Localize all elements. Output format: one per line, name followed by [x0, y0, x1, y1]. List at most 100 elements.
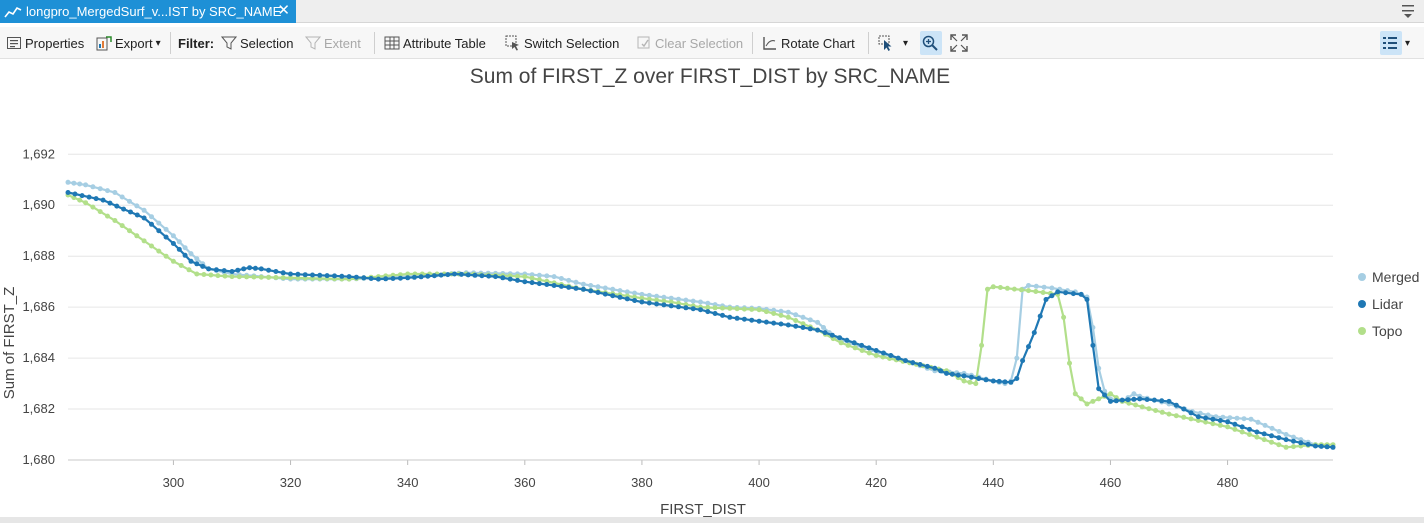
data-point[interactable] [339, 273, 345, 279]
data-point[interactable] [397, 272, 403, 278]
data-point[interactable] [438, 272, 444, 278]
properties-button[interactable]: Properties [6, 31, 84, 55]
data-point[interactable] [273, 269, 279, 274]
data-point[interactable] [1203, 419, 1209, 425]
data-point[interactable] [1276, 435, 1282, 441]
data-point[interactable] [222, 273, 228, 279]
data-point[interactable] [793, 318, 799, 323]
data-point[interactable] [97, 186, 103, 192]
data-point[interactable] [822, 330, 828, 336]
data-point[interactable] [1255, 419, 1261, 425]
data-point[interactable] [206, 266, 212, 272]
data-point[interactable] [266, 267, 272, 273]
data-point[interactable] [558, 283, 564, 289]
data-point[interactable] [465, 272, 471, 278]
data-point[interactable] [617, 294, 623, 300]
data-point[interactable] [112, 218, 118, 223]
data-point[interactable] [632, 290, 638, 296]
data-point[interactable] [1041, 284, 1047, 290]
data-point[interactable] [720, 312, 725, 318]
data-point[interactable] [1026, 288, 1031, 294]
data-point[interactable] [1133, 402, 1139, 408]
data-point[interactable] [235, 267, 241, 273]
data-point[interactable] [1276, 429, 1282, 434]
data-point[interactable] [1119, 397, 1125, 403]
data-point[interactable] [1225, 424, 1231, 430]
data-point[interactable] [65, 190, 71, 195]
data-point[interactable] [639, 295, 645, 301]
data-point[interactable] [852, 345, 858, 351]
data-point[interactable] [176, 246, 182, 252]
data-point[interactable] [1004, 285, 1010, 291]
data-point[interactable] [332, 273, 337, 279]
data-point[interactable] [188, 258, 194, 264]
filter-extent-button[interactable]: Extent [305, 31, 361, 55]
data-point[interactable] [851, 340, 857, 346]
data-point[interactable] [815, 327, 821, 333]
data-point[interactable] [529, 280, 535, 286]
data-point[interactable] [895, 355, 901, 361]
data-point[interactable] [127, 198, 132, 204]
data-point[interactable] [156, 220, 162, 226]
data-point[interactable] [785, 314, 791, 320]
data-point[interactable] [1146, 406, 1152, 412]
data-point[interactable] [821, 325, 826, 330]
data-point[interactable] [280, 275, 286, 281]
data-point[interactable] [1055, 289, 1061, 295]
data-point[interactable] [194, 261, 200, 267]
data-point[interactable] [1125, 397, 1131, 403]
data-point[interactable] [639, 291, 645, 297]
full-extent-button[interactable] [950, 31, 971, 55]
data-point[interactable] [310, 272, 315, 278]
data-point[interactable] [778, 321, 784, 327]
clear-selection-button[interactable]: Clear Selection [636, 31, 743, 55]
data-point[interactable] [182, 245, 188, 251]
data-point[interactable] [602, 291, 608, 297]
data-point[interactable] [1188, 410, 1194, 416]
data-point[interactable] [1033, 283, 1039, 289]
data-point[interactable] [705, 309, 711, 315]
data-point[interactable] [632, 298, 638, 303]
data-point[interactable] [1217, 422, 1223, 428]
data-point[interactable] [1261, 431, 1267, 437]
data-point[interactable] [536, 272, 542, 278]
data-point[interactable] [1247, 426, 1252, 432]
data-point[interactable] [595, 290, 601, 295]
data-point[interactable] [529, 272, 535, 278]
data-point[interactable] [1283, 432, 1289, 437]
data-point[interactable] [996, 378, 1002, 384]
data-point[interactable] [866, 345, 872, 351]
data-point[interactable] [1166, 411, 1172, 417]
data-point[interactable] [785, 322, 791, 328]
data-point[interactable] [529, 275, 535, 281]
data-point[interactable] [741, 316, 747, 322]
data-point[interactable] [79, 193, 85, 199]
data-point[interactable] [595, 284, 601, 290]
data-point[interactable] [445, 272, 451, 278]
data-point[interactable] [1139, 404, 1145, 410]
data-point[interactable] [405, 271, 411, 277]
data-point[interactable] [134, 203, 140, 209]
data-point[interactable] [1096, 396, 1102, 402]
data-point[interactable] [1040, 290, 1046, 295]
data-point[interactable] [1014, 355, 1020, 361]
data-point[interactable] [114, 203, 120, 209]
data-point[interactable] [727, 314, 733, 320]
data-point[interactable] [1072, 391, 1078, 397]
data-point[interactable] [1070, 291, 1076, 297]
data-point[interactable] [1131, 396, 1137, 402]
data-point[interactable] [1262, 422, 1268, 428]
data-point[interactable] [756, 307, 762, 313]
data-point[interactable] [932, 365, 938, 371]
data-point[interactable] [1037, 313, 1043, 319]
data-point[interactable] [829, 332, 835, 338]
data-point[interactable] [1043, 297, 1049, 302]
data-point[interactable] [1096, 365, 1102, 371]
data-point[interactable] [924, 363, 930, 369]
data-point[interactable] [573, 285, 579, 291]
data-point[interactable] [418, 274, 424, 280]
data-point[interactable] [1239, 429, 1245, 435]
data-point[interactable] [479, 273, 485, 279]
data-point[interactable] [668, 295, 674, 301]
data-point[interactable] [683, 297, 689, 303]
